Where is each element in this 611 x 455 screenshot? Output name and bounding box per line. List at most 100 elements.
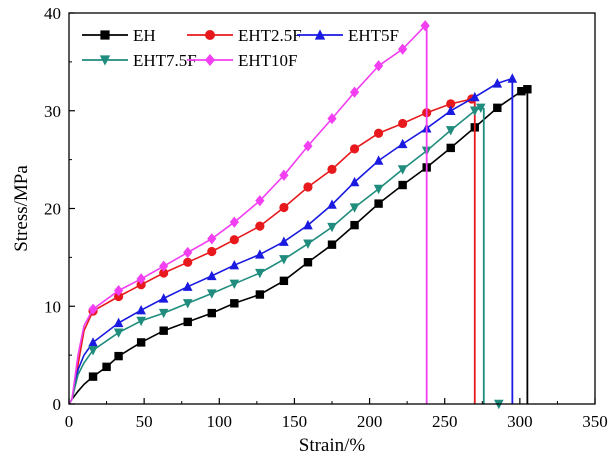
series-eht7-5f [68,103,504,410]
data-point [493,103,502,113]
data-point [398,43,408,55]
legend-label: EHT2.5F [238,26,302,45]
legend-item: EHT2.5F [187,26,302,45]
data-point [398,118,408,129]
data-point [327,240,337,249]
x-tick-label: 300 [507,412,533,431]
data-point [349,86,360,98]
series-line [68,98,472,405]
legend-item: EHT10F [187,51,298,70]
data-point [158,308,169,319]
data-point [158,293,169,303]
data-point [475,103,486,114]
data-point [255,268,265,279]
data-point [206,270,217,281]
data-point [88,346,98,356]
x-tick-label: 200 [357,412,383,431]
data-point [113,285,124,297]
data-point [229,259,240,270]
data-point [373,60,384,72]
data-point [136,304,146,315]
y-axis-title: Stress/MPa [11,165,32,252]
data-point [279,169,289,181]
data-point [279,276,289,286]
y-tick-label: 10 [44,297,61,316]
x-tick-label: 0 [65,412,74,431]
data-point [255,221,265,231]
series-line [68,25,426,405]
data-point [182,281,193,291]
data-point [373,155,384,165]
data-point [373,128,384,138]
data-point [229,235,239,245]
data-point [113,291,124,302]
data-point [303,258,313,267]
data-point [207,308,216,318]
y-tick-label: 20 [44,200,61,219]
x-tick-label: 50 [136,412,153,431]
legend-marker [314,29,326,40]
data-point [136,273,146,285]
y-tick-label: 30 [44,102,61,121]
data-point [229,216,239,228]
data-point [492,78,503,88]
plot-series [68,20,532,410]
data-point [507,73,518,83]
data-point [303,219,313,230]
data-point [206,289,217,299]
x-tick-label: 250 [432,412,458,431]
data-point [183,257,193,267]
y-tick-label: 40 [44,4,61,23]
data-point [327,112,337,125]
data-point [446,143,455,153]
legend-marker [205,30,215,40]
data-point [207,246,217,257]
data-point [136,280,146,290]
legend-marker [205,54,215,66]
data-point [88,372,98,381]
x-tick-label: 350 [582,412,608,431]
data-point [350,220,359,230]
data-point [303,182,313,192]
legend-label: EHT10F [238,51,298,70]
data-point [279,236,289,246]
data-point [397,138,408,149]
series-line [68,107,482,405]
data-point [349,144,360,154]
data-point [523,85,532,94]
data-point [445,126,456,136]
data-point [230,299,239,308]
data-point [255,195,265,207]
data-point [327,222,337,233]
data-point [469,91,480,102]
data-point [397,165,408,175]
data-point [207,233,217,245]
series-eht2-5f [68,94,477,405]
legend-marker [100,30,110,40]
data-point [420,20,430,32]
data-point [88,337,98,347]
data-point [136,316,146,327]
x-tick-label: 150 [282,412,308,431]
series-eht5f [68,73,518,405]
data-point [349,176,360,187]
data-point [349,203,360,213]
data-point [255,249,265,259]
data-point [159,260,169,272]
y-tick-label: 0 [53,395,62,414]
legend-item: EHT5F [297,26,399,45]
series-line [68,77,513,405]
data-point [373,184,384,195]
data-point [445,105,456,115]
series-line [68,88,528,405]
x-axis-title: Strain/% [299,435,366,455]
data-point [279,202,289,213]
legend-label: EH [133,26,156,45]
data-point [327,164,337,174]
data-point [102,362,111,372]
legend-label: EHT5F [348,26,399,45]
data-point [183,317,192,327]
legend-label: EHT7.5F [133,51,197,70]
series-eht10f [68,20,430,405]
